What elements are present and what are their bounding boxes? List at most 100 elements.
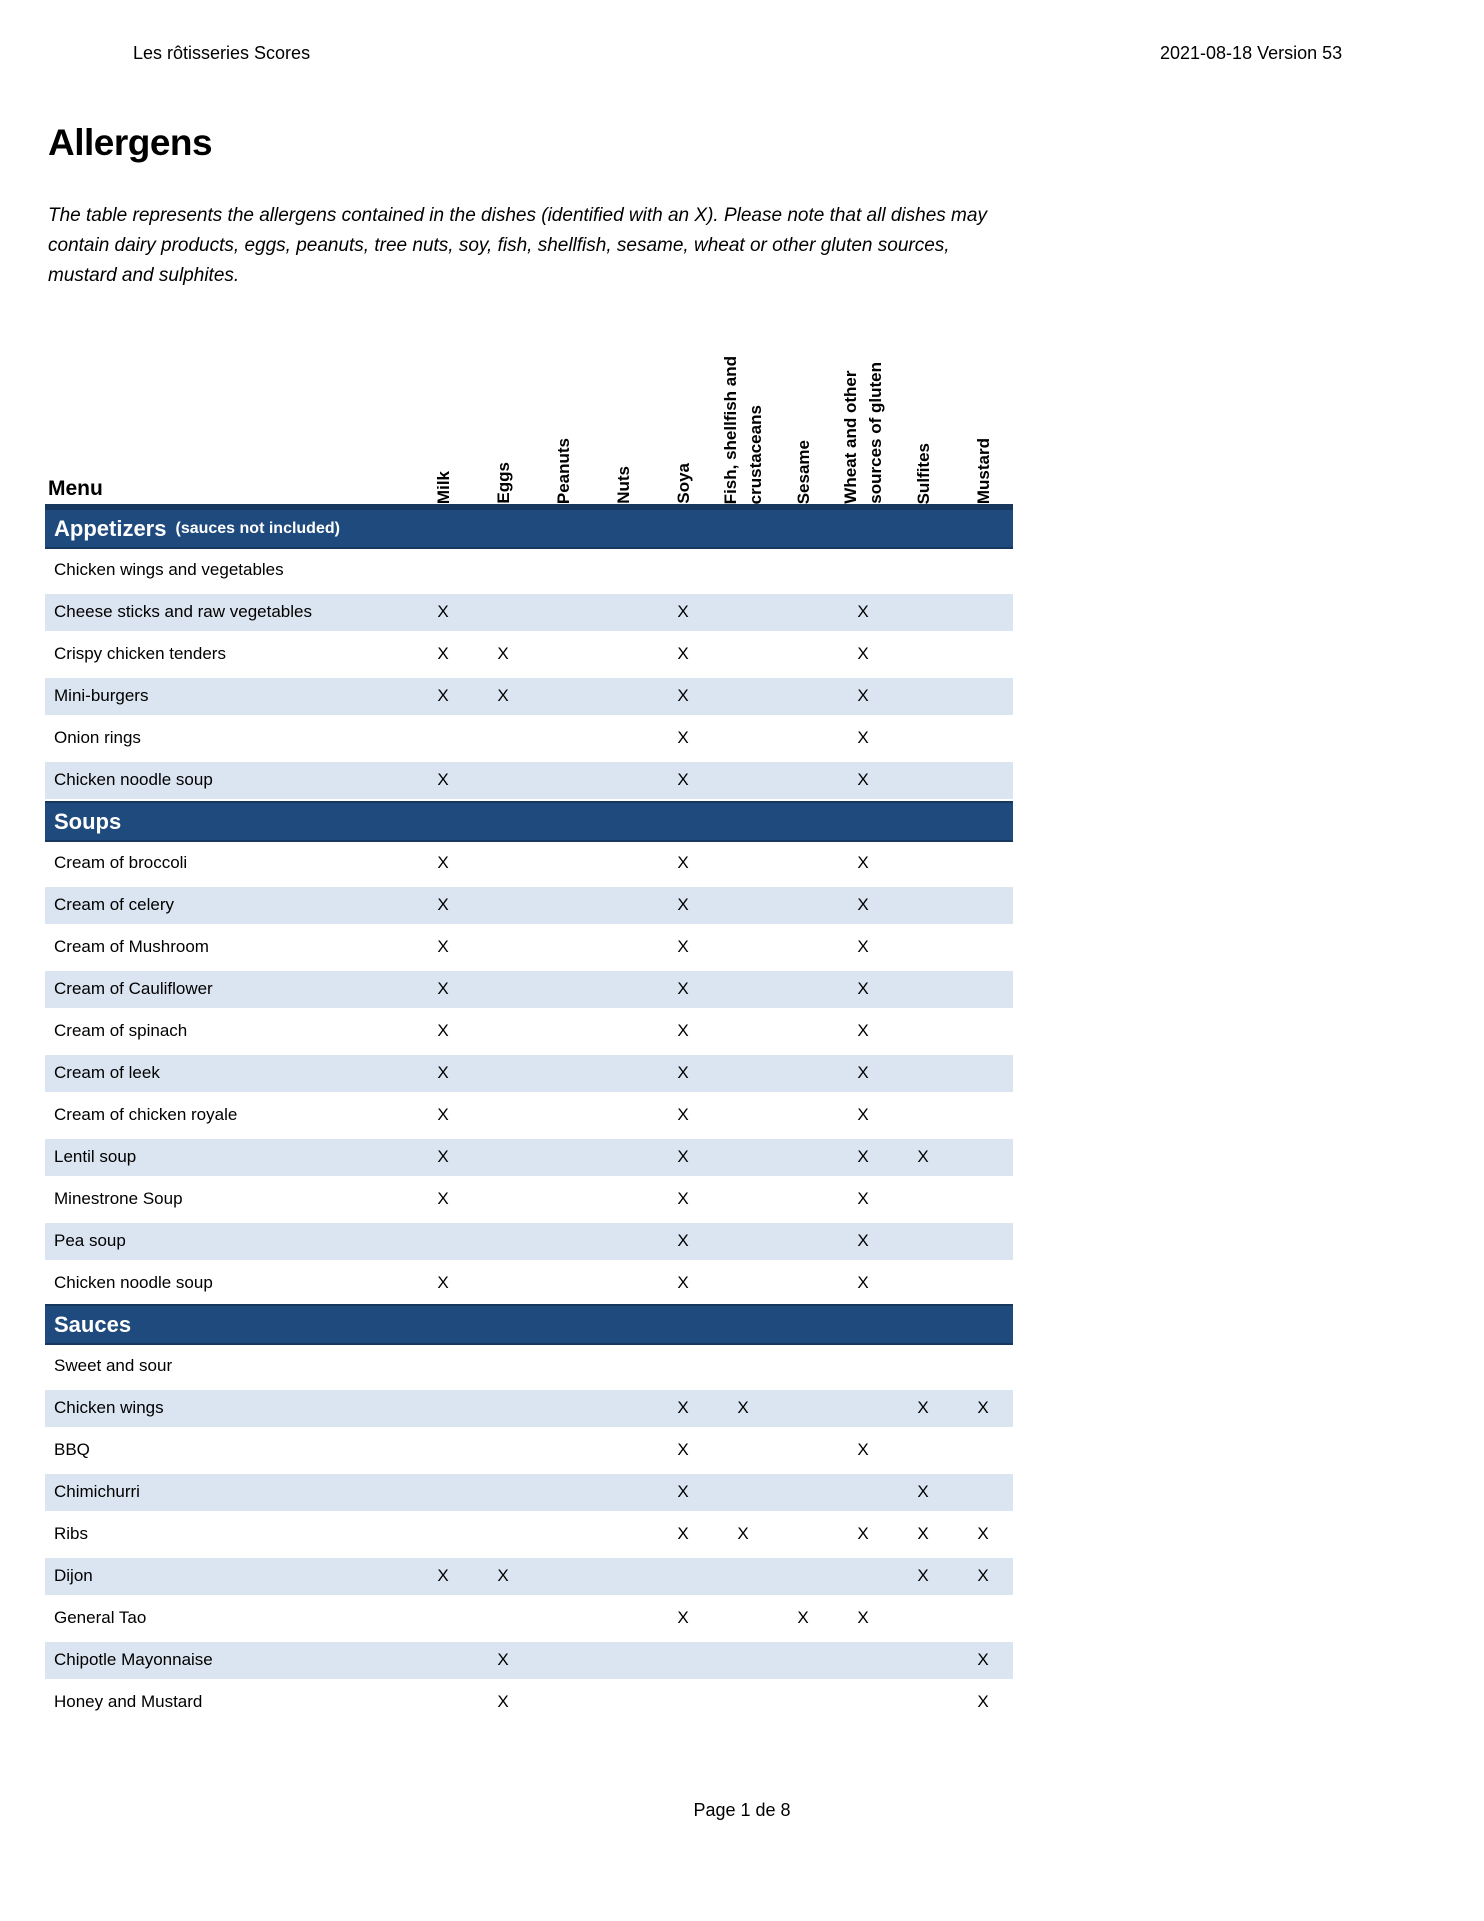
allergen-x-mark: X bbox=[497, 1566, 509, 1585]
allergen-x-mark: X bbox=[677, 728, 689, 747]
section-header: Sauces bbox=[45, 1304, 1013, 1345]
allergen-x-mark: X bbox=[857, 1105, 869, 1124]
allergen-x-mark: X bbox=[437, 979, 449, 998]
dish-name: Cream of Cauliflower bbox=[54, 979, 213, 998]
table-row: Mini-burgers X X X X bbox=[45, 675, 1013, 717]
allergen-x-mark: X bbox=[857, 1021, 869, 1040]
allergen-x-mark: X bbox=[677, 1398, 689, 1417]
allergen-x-mark: X bbox=[437, 644, 449, 663]
allergen-x-mark: X bbox=[677, 686, 689, 705]
dish-name: Mini-burgers bbox=[54, 686, 149, 705]
allergen-x-mark: X bbox=[917, 1147, 929, 1166]
table-row: Chicken noodle soup X X X bbox=[45, 759, 1013, 801]
allergen-x-mark: X bbox=[437, 602, 449, 621]
dish-name: Ribs bbox=[54, 1524, 89, 1543]
intro-line: mustard and sulphites. bbox=[48, 265, 240, 286]
allergen-x-mark: X bbox=[677, 1273, 689, 1292]
allergen-x-mark: X bbox=[497, 644, 509, 663]
allergen-x-mark: X bbox=[857, 1189, 869, 1208]
allergen-x-mark: X bbox=[977, 1692, 989, 1711]
allergen-x-mark: X bbox=[857, 895, 869, 914]
allergen-x-mark: X bbox=[437, 770, 449, 789]
allergen-x-mark: X bbox=[437, 853, 449, 872]
allergen-column-header-cell: Nuts bbox=[593, 281, 653, 504]
allergen-x-mark: X bbox=[857, 1440, 869, 1459]
allergen-x-mark: X bbox=[977, 1524, 989, 1543]
table-row: Cream of Mushroom X X X bbox=[45, 926, 1013, 968]
table-row: Minestrone Soup X X X bbox=[45, 1178, 1013, 1220]
allergen-x-mark: X bbox=[857, 1524, 869, 1543]
allergen-x-mark: X bbox=[677, 1440, 689, 1459]
dish-name: Chicken wings and vegetables bbox=[54, 560, 284, 579]
table-row: Chicken noodle soup X X X bbox=[45, 1262, 1013, 1304]
dish-name: Minestrone Soup bbox=[54, 1189, 183, 1208]
allergen-x-mark: X bbox=[677, 979, 689, 998]
table-row: BBQ X X bbox=[45, 1429, 1013, 1471]
allergen-column-header-cell: Sesame bbox=[773, 281, 833, 504]
dish-name: Crispy chicken tenders bbox=[54, 644, 226, 663]
allergen-column-header-cell: Milk bbox=[413, 281, 473, 504]
table-row: General Tao X X X bbox=[45, 1597, 1013, 1639]
allergen-column-header: Mustard bbox=[973, 437, 993, 504]
allergen-x-mark: X bbox=[677, 1063, 689, 1082]
allergen-column-header: Wheat and other sources of gluten bbox=[841, 362, 885, 504]
section-subtitle: (sauces not included) bbox=[175, 519, 340, 537]
dish-name: Lentil soup bbox=[54, 1147, 137, 1166]
page-title: Allergens bbox=[48, 122, 213, 163]
table-row: Cream of spinach X X X bbox=[45, 1010, 1013, 1052]
dish-name: Cream of spinach bbox=[54, 1021, 188, 1040]
dish-name: General Tao bbox=[54, 1608, 147, 1627]
allergen-x-mark: X bbox=[977, 1650, 989, 1669]
allergen-x-mark: X bbox=[857, 1147, 869, 1166]
allergen-x-mark: X bbox=[677, 853, 689, 872]
section-title: Sauces bbox=[54, 1311, 132, 1337]
allergen-x-mark: X bbox=[437, 1105, 449, 1124]
allergen-x-mark: X bbox=[677, 770, 689, 789]
dish-name: Cream of broccoli bbox=[54, 853, 188, 872]
allergen-x-mark: X bbox=[857, 686, 869, 705]
table-row: Onion rings X X bbox=[45, 717, 1013, 759]
doc-header-left: Les rôtisseries Scores bbox=[133, 43, 311, 63]
dish-name: Honey and Mustard bbox=[54, 1692, 203, 1711]
doc-header-right: 2021-08-18 Version 53 bbox=[1160, 43, 1343, 63]
allergen-x-mark: X bbox=[437, 1273, 449, 1292]
allergen-x-mark: X bbox=[737, 1524, 749, 1543]
allergen-x-mark: X bbox=[497, 1650, 509, 1669]
dish-name: Chicken wings bbox=[54, 1398, 164, 1417]
intro-line: contain dairy products, eggs, peanuts, t… bbox=[48, 235, 950, 256]
dish-name: Cream of celery bbox=[54, 895, 174, 914]
allergen-x-mark: X bbox=[677, 895, 689, 914]
table-row: Cream of chicken royale X X X bbox=[45, 1094, 1013, 1136]
dish-name: Sweet and sour bbox=[54, 1356, 173, 1375]
table-row: Ribs X X X X X bbox=[45, 1513, 1013, 1555]
allergen-x-mark: X bbox=[797, 1608, 809, 1627]
table-row: Chicken wings and vegetables bbox=[45, 549, 1013, 591]
allergen-x-mark: X bbox=[917, 1398, 929, 1417]
allergen-column-header-cell: Wheat and other sources of gluten bbox=[833, 281, 893, 504]
dish-name: Chimichurri bbox=[54, 1482, 140, 1501]
allergen-x-mark: X bbox=[857, 1231, 869, 1250]
allergen-x-mark: X bbox=[677, 1608, 689, 1627]
allergen-x-mark: X bbox=[677, 937, 689, 956]
allergen-x-mark: X bbox=[977, 1566, 989, 1585]
section-title: Soups bbox=[54, 808, 122, 834]
dish-name: Cheese sticks and raw vegetables bbox=[54, 602, 312, 621]
table-row: Cream of Cauliflower X X X bbox=[45, 968, 1013, 1010]
allergen-x-mark: X bbox=[857, 853, 869, 872]
dish-name: Cream of leek bbox=[54, 1063, 160, 1082]
allergen-x-mark: X bbox=[677, 1482, 689, 1501]
allergen-x-mark: X bbox=[677, 1147, 689, 1166]
allergen-x-mark: X bbox=[857, 770, 869, 789]
allergen-x-mark: X bbox=[677, 644, 689, 663]
dish-name: Cream of Mushroom bbox=[54, 937, 209, 956]
intro-line: The table represents the allergens conta… bbox=[48, 205, 987, 226]
allergen-x-mark: X bbox=[437, 895, 449, 914]
section-title: Appetizers bbox=[54, 515, 167, 541]
allergen-x-mark: X bbox=[437, 1147, 449, 1166]
dish-name: Chicken noodle soup bbox=[54, 1273, 213, 1292]
table-row: Crispy chicken tenders X X X X bbox=[45, 633, 1013, 675]
allergen-x-mark: X bbox=[677, 1231, 689, 1250]
table-row: Sweet and sour bbox=[45, 1345, 1013, 1387]
allergen-x-mark: X bbox=[857, 728, 869, 747]
